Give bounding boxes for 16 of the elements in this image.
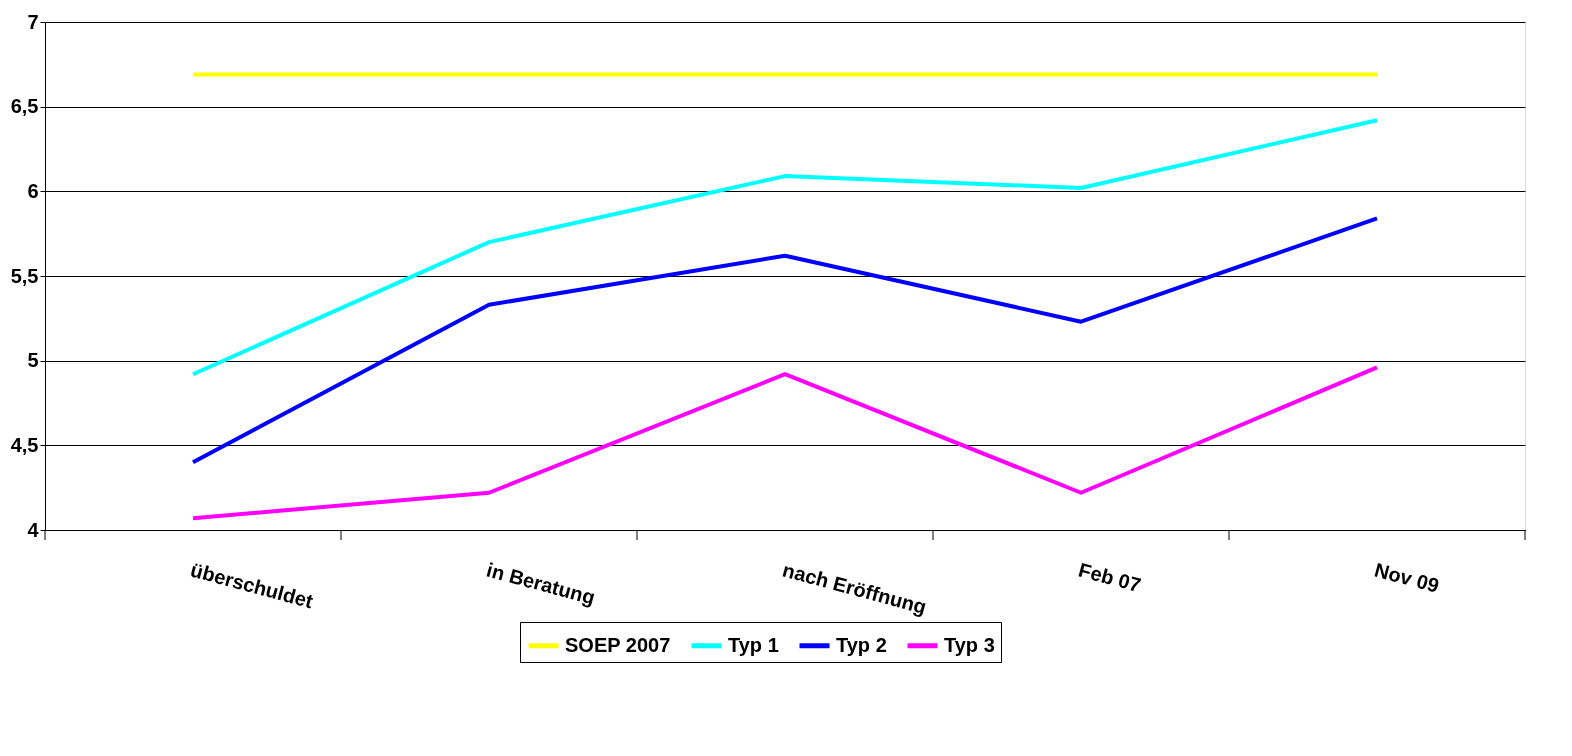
x-tick-label: Feb 07 [1076,558,1144,597]
y-tick-label: 5 [27,349,39,372]
y-tick-label: 4 [27,518,40,541]
line-series [191,365,1379,521]
line-series [191,118,1379,377]
legend-label: Typ 2 [836,633,887,656]
line-series [191,216,1379,465]
x-tick-label: Nov 09 [1372,558,1442,597]
legend-label: Typ 3 [944,633,995,656]
y-tick-label: 7 [27,10,39,33]
y-tick-label: 6 [27,179,39,202]
y-tick-label: 4,5 [10,433,39,456]
y-tick-label: 5,5 [10,264,39,287]
y-tick-label: 6,5 [10,95,39,118]
legend-label: SOEP 2007 [565,633,671,656]
legend-label: Typ 1 [728,633,779,656]
